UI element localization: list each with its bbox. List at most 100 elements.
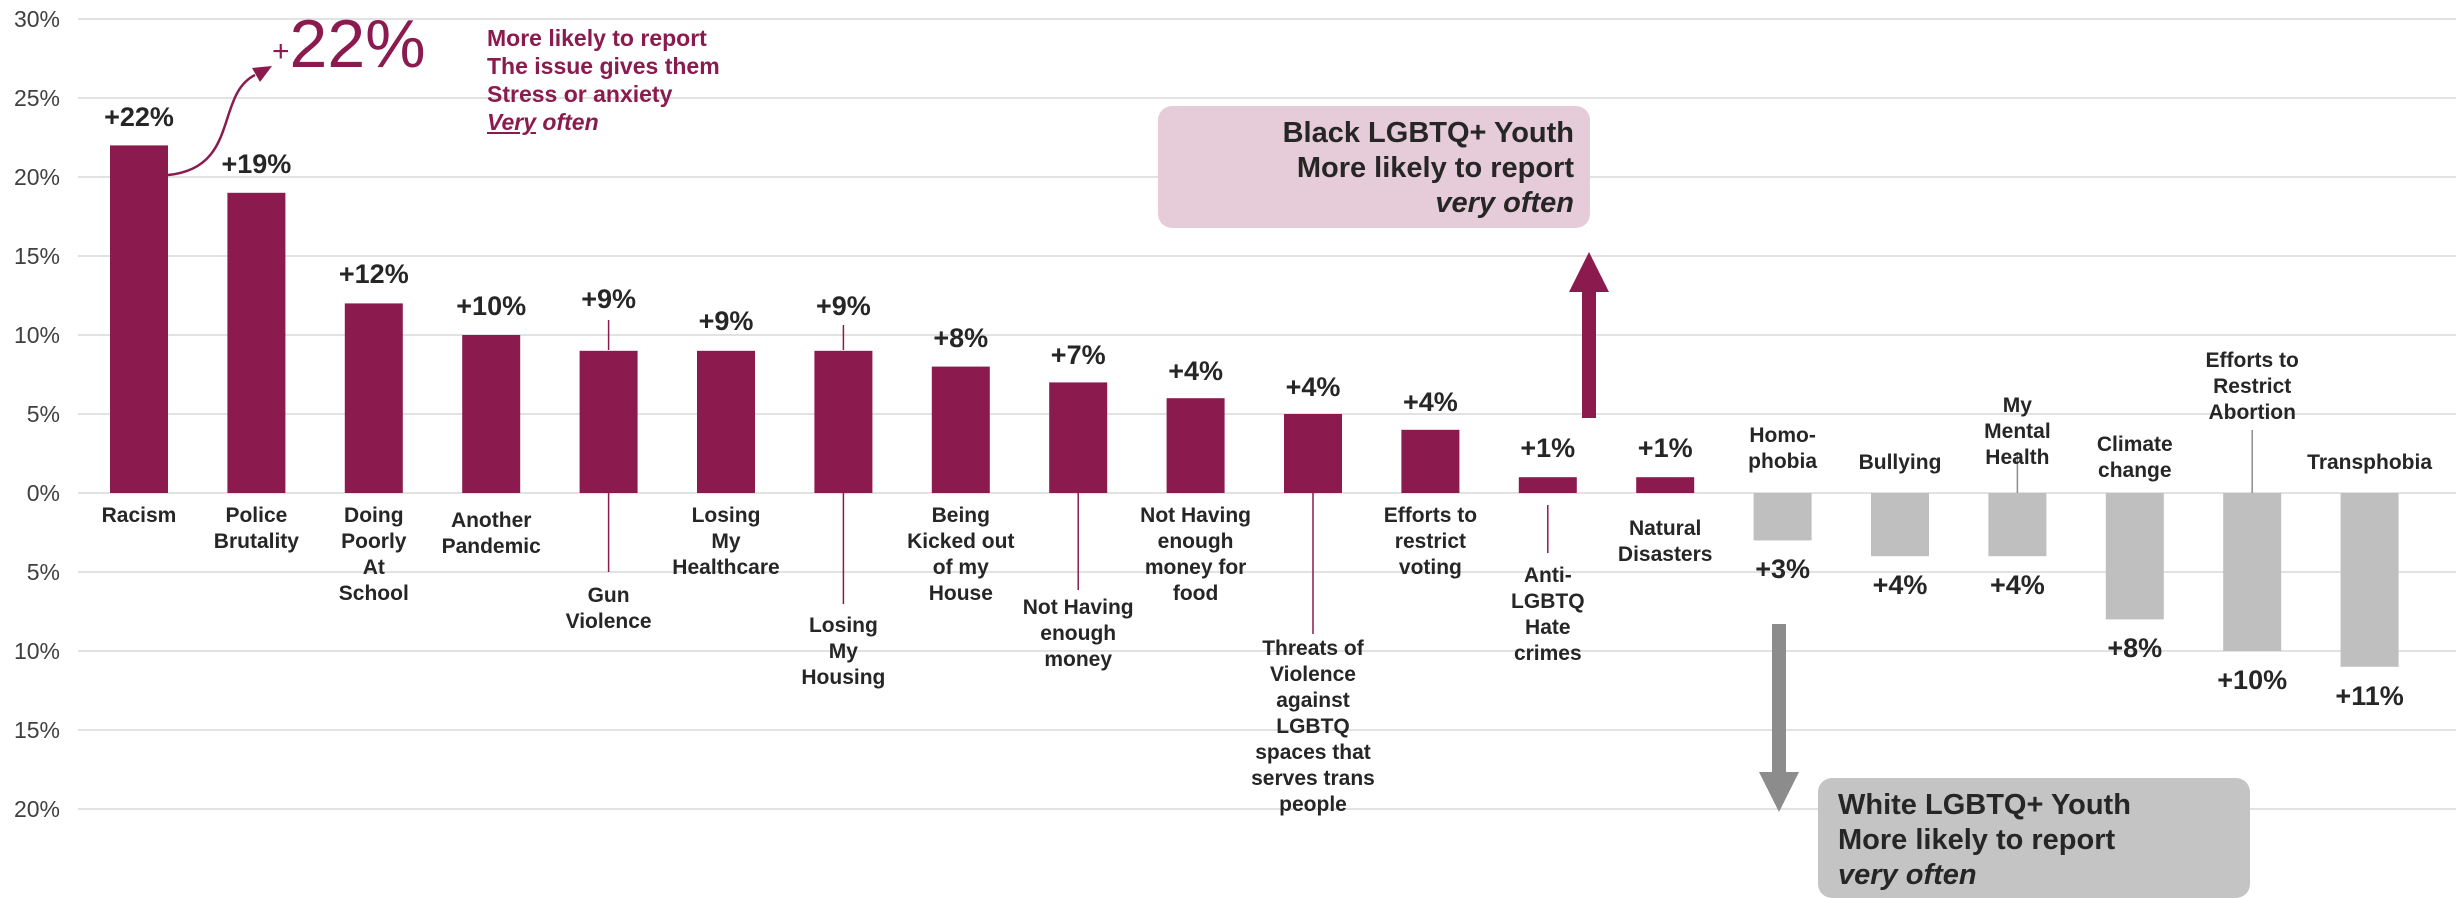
- bar: [579, 350, 638, 493]
- category-label-line: money: [1044, 648, 1112, 671]
- category-label: Anti- LGBTQ Hate crimes: [1511, 564, 1585, 665]
- category-label-line: enough: [1158, 530, 1234, 553]
- y-tick-label: 15%: [14, 243, 60, 269]
- y-tick-label: 30%: [14, 6, 60, 32]
- bar: [110, 145, 168, 493]
- category-label-line: crimes: [1514, 642, 1582, 665]
- category-label: Efforts to restrict voting: [1384, 504, 1477, 579]
- category-label: Another Pandemic: [442, 509, 542, 558]
- white-box-title: White LGBTQ+ Youth: [1838, 789, 2131, 821]
- category-label-line: Disasters: [1618, 543, 1713, 566]
- category-label: Police Brutality: [214, 504, 300, 553]
- bar: [462, 335, 521, 493]
- data-label: +9%: [581, 284, 636, 314]
- category-label-line: Healthcare: [672, 556, 779, 579]
- data-label: +9%: [699, 306, 754, 336]
- callout-line-1: More likely to report: [487, 25, 707, 51]
- data-label: +10%: [2217, 665, 2287, 695]
- category-label-line: LGBTQ: [1511, 590, 1585, 613]
- data-label: +12%: [339, 259, 409, 289]
- black-box-subtitle: More likely to report: [1296, 152, 1574, 184]
- category-label-line: people: [1279, 793, 1347, 816]
- category-label: Natural Disasters: [1618, 517, 1713, 566]
- category-label-line: serves trans: [1251, 767, 1375, 790]
- category-label-line: Transphobia: [2307, 451, 2432, 474]
- category-label-line: Doing: [344, 504, 403, 527]
- callout-percent: 22%: [289, 6, 426, 82]
- category-label-line: School: [339, 582, 409, 605]
- labels: +22% Racism +19% Police Brutality +12% Doing Po…: [102, 102, 2433, 816]
- y-tick-label: 0%: [27, 480, 60, 506]
- category-label-line: Efforts to: [1384, 504, 1477, 527]
- category-label-line: My: [829, 640, 858, 663]
- category-label: Losing My Housing: [801, 614, 885, 689]
- category-label-line: Losing: [809, 614, 878, 637]
- y-tick-label: 10%: [14, 322, 60, 348]
- category-label-line: Losing: [692, 504, 761, 527]
- bar: [1166, 398, 1225, 493]
- bar: [1753, 493, 1812, 541]
- category-label-line: Hate: [1525, 616, 1571, 639]
- y-axis-ticks: 30% 25% 20% 15% 10% 5% 0% 5% 10% 15% 20%: [14, 6, 60, 822]
- bar: [2223, 493, 2282, 651]
- category-label-line: food: [1173, 582, 1218, 605]
- bar: [1284, 414, 1342, 493]
- down-arrow-head: [1759, 772, 1799, 812]
- category-label: Not Having enough money: [1023, 596, 1134, 671]
- arrows: [167, 66, 1799, 812]
- category-label-line: against: [1276, 689, 1350, 712]
- bar: [1401, 429, 1460, 493]
- category-label: Transphobia: [2307, 451, 2432, 474]
- category-label: Racism: [102, 504, 177, 527]
- callout-line-3: Stress or anxiety: [487, 81, 673, 107]
- bar: [1988, 493, 2047, 557]
- label-leaders: [607, 320, 2253, 634]
- data-label: +19%: [221, 149, 291, 179]
- category-label-line: LGBTQ: [1276, 715, 1350, 738]
- y-tick-label: 5%: [27, 401, 60, 427]
- category-label-line: Police: [225, 504, 287, 527]
- category-label-line: Efforts to: [2206, 349, 2299, 372]
- bars: [110, 145, 2399, 667]
- category-label-line: Threats of: [1262, 637, 1365, 660]
- category-label: My Mental Health: [1984, 394, 2051, 469]
- white-youth-box: White LGBTQ+ Youth More likely to report…: [1818, 778, 2250, 898]
- category-label-line: Restrict: [2213, 375, 2291, 398]
- bar: [1871, 493, 1929, 557]
- category-label-line: Another: [451, 509, 532, 532]
- category-label: Climate change: [2097, 433, 2173, 482]
- data-label: +4%: [1168, 356, 1223, 386]
- category-label-line: Brutality: [214, 530, 300, 553]
- category-label-line: Violence: [566, 610, 652, 633]
- category-label-line: Homo-: [1749, 424, 1816, 447]
- up-arrow-shaft: [1582, 290, 1596, 418]
- category-label-line: Violence: [1270, 663, 1356, 686]
- data-label: +1%: [1638, 433, 1693, 463]
- data-label: +10%: [456, 291, 526, 321]
- y-tick-label: 25%: [14, 85, 60, 111]
- category-label-line: Poorly: [341, 530, 407, 553]
- category-label-line: Housing: [801, 666, 885, 689]
- data-label: +9%: [816, 291, 871, 321]
- data-label: +1%: [1520, 433, 1575, 463]
- category-label-line: Gun: [588, 584, 630, 607]
- bar: [931, 366, 990, 493]
- data-label: +3%: [1755, 554, 1810, 584]
- category-label-line: enough: [1040, 622, 1116, 645]
- black-box-emphasis: very often: [1435, 187, 1574, 219]
- callout-arrowhead: [252, 66, 272, 82]
- white-box-subtitle: More likely to report: [1838, 824, 2116, 856]
- category-label-line: At: [363, 556, 385, 579]
- category-label-line: My: [711, 530, 740, 553]
- data-label: +4%: [1403, 387, 1458, 417]
- category-label: Bullying: [1859, 451, 1942, 474]
- callout-text: More likely to report The issue gives th…: [487, 24, 720, 136]
- data-label: +4%: [1990, 570, 2045, 600]
- category-label: Gun Violence: [566, 584, 652, 633]
- callout-curve-arrow: [167, 73, 256, 177]
- category-label: Efforts to Restrict Abortion: [2206, 349, 2299, 424]
- bar: [1049, 382, 1108, 493]
- y-tick-label: 10%: [14, 638, 60, 664]
- y-tick-label: 20%: [14, 796, 60, 822]
